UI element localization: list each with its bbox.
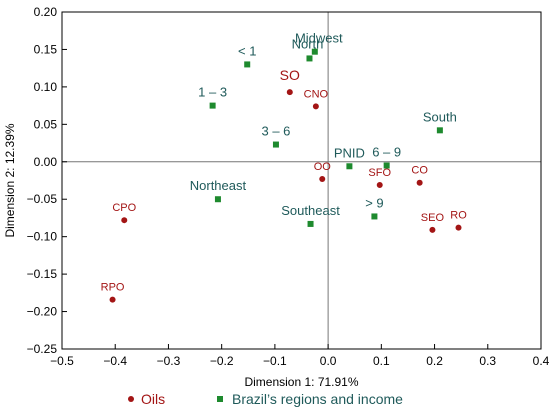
y-tick-label: −0.05 xyxy=(27,192,58,206)
legend-oils-marker xyxy=(128,396,134,402)
oil-point-label: OO xyxy=(314,161,332,173)
region-point xyxy=(306,55,313,62)
oil-point-label: RPO xyxy=(101,282,125,294)
x-tick-label: −0.5 xyxy=(50,354,74,368)
x-tick-label: −0.3 xyxy=(157,354,181,368)
oil-point xyxy=(109,296,116,303)
x-tick-label: −0.2 xyxy=(210,354,234,368)
region-point-label: Northeast xyxy=(190,178,247,193)
y-tick-label: 0.20 xyxy=(34,5,58,19)
region-point-label: Southeast xyxy=(281,203,340,218)
y-tick-label: −0.15 xyxy=(27,267,58,281)
region-point-label: South xyxy=(423,109,457,124)
plot-frame xyxy=(61,11,542,350)
oil-point-label: CNO xyxy=(304,88,329,100)
y-axis-title: Dimension 2: 12.39% xyxy=(3,123,17,237)
region-point xyxy=(371,213,378,220)
y-tick-label: −0.25 xyxy=(27,342,58,356)
region-point-label: 1 – 3 xyxy=(198,85,227,100)
oil-point-label: SO xyxy=(280,67,300,83)
y-tick-label: 0.15 xyxy=(34,42,58,56)
y-tick-label: 0.10 xyxy=(34,80,58,94)
region-point-label: < 1 xyxy=(238,43,256,58)
y-tick-label: 0.00 xyxy=(34,155,58,169)
region-point-label: 6 – 9 xyxy=(372,145,401,160)
oil-point xyxy=(429,226,436,233)
region-point xyxy=(272,141,279,148)
region-point xyxy=(307,220,314,227)
x-tick-label: 0.2 xyxy=(426,354,443,368)
x-tick-label: 0.4 xyxy=(533,354,550,368)
oil-point xyxy=(312,103,319,110)
x-axis-title: Dimension 1: 71.91% xyxy=(244,375,358,389)
y-tick-label: −0.20 xyxy=(27,305,58,319)
x-tick-label: 0.3 xyxy=(479,354,496,368)
y-tick-label: −0.10 xyxy=(27,230,58,244)
region-point xyxy=(311,48,318,55)
x-tick-label: −0.4 xyxy=(103,354,127,368)
region-point-label: 3 – 6 xyxy=(261,124,290,139)
region-point-label: Midwest xyxy=(295,31,343,46)
region-point-label: > 9 xyxy=(365,195,383,210)
legend-regions-label: Brazil’s regions and income xyxy=(232,391,403,407)
oil-point xyxy=(376,181,383,188)
region-point xyxy=(383,162,390,169)
oil-point xyxy=(416,179,423,186)
region-point xyxy=(244,61,251,68)
region-point-label: PNID xyxy=(334,145,365,160)
y-axis: 0.20 0.15 0.10 0.05 0.00 −0.05 −0.10 −0.15 −0.20… xyxy=(27,5,67,356)
oil-point xyxy=(286,89,293,96)
legend-regions-marker xyxy=(217,396,223,402)
oil-point-label: RO xyxy=(450,210,467,222)
region-point xyxy=(436,127,443,134)
legend: Oils Brazil’s regions and income xyxy=(128,391,403,407)
oil-point-label: CPO xyxy=(112,202,136,214)
y-tick-label: 0.05 xyxy=(34,117,58,131)
region-point xyxy=(214,196,221,203)
legend-oils-label: Oils xyxy=(141,391,165,407)
oil-point-label: CO xyxy=(411,165,428,177)
x-tick-label: 0.0 xyxy=(320,354,337,368)
x-axis: −0.5 −0.4 −0.3 −0.2 −0.1 0.0 0.1 0.2 0.3 0.4 xyxy=(50,344,550,368)
oil-point xyxy=(455,224,462,231)
region-point xyxy=(346,163,353,170)
region-point-label: North xyxy=(292,36,324,51)
oil-point xyxy=(319,176,326,183)
oil-point xyxy=(121,217,128,224)
x-tick-label: 0.1 xyxy=(373,354,390,368)
oil-point-label: SFO xyxy=(368,167,391,179)
x-tick-label: −0.1 xyxy=(263,354,287,368)
oil-point-label: SEO xyxy=(421,212,445,224)
region-point xyxy=(209,102,216,109)
reference-lines xyxy=(62,12,541,349)
